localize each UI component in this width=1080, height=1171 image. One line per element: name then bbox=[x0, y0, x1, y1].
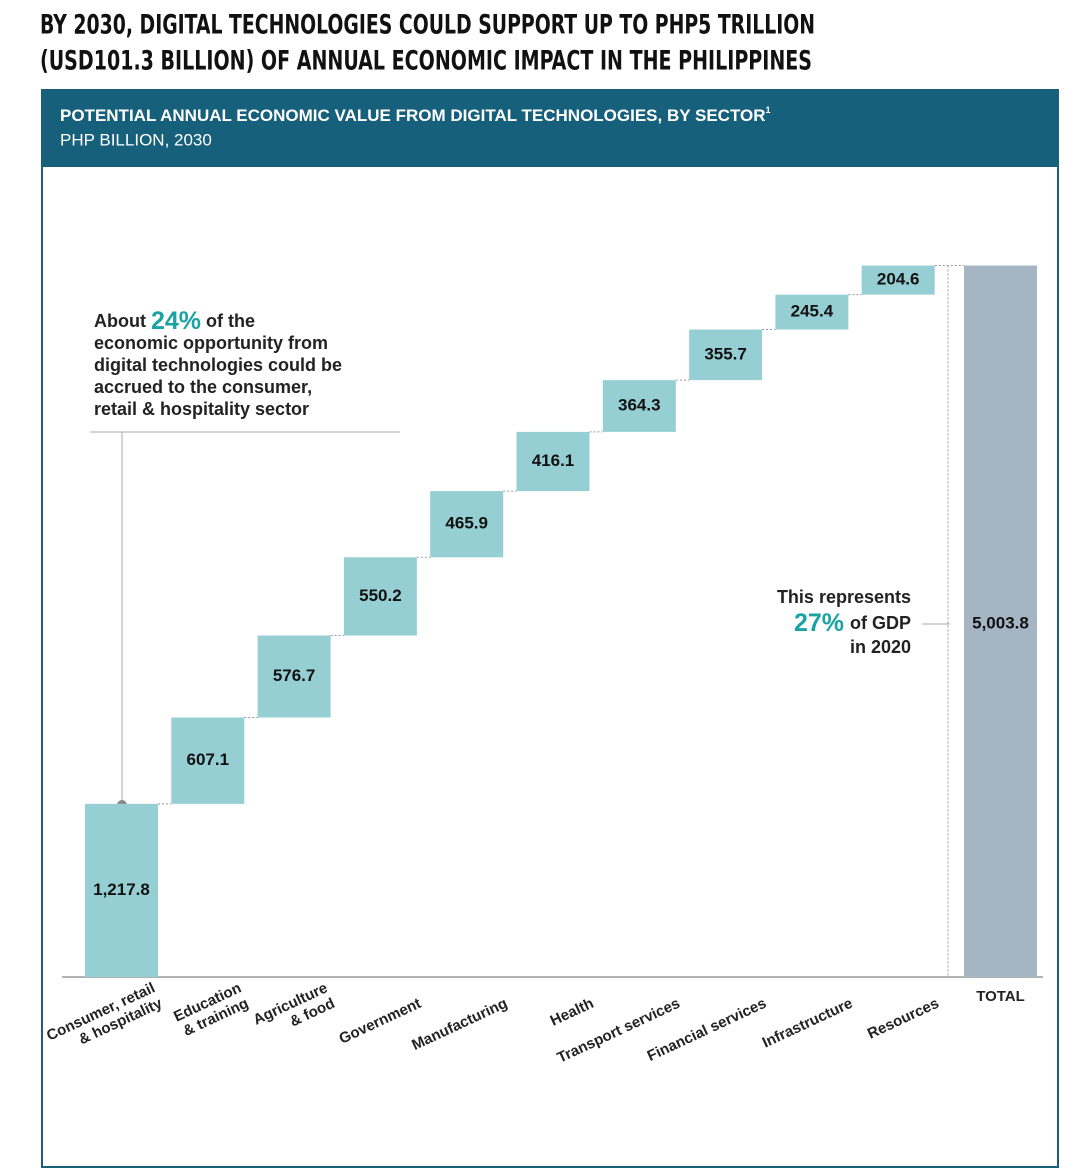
bar bbox=[516, 431, 590, 492]
total-label: TOTAL bbox=[976, 988, 1025, 1005]
value-label: 364.3 bbox=[618, 395, 661, 414]
bar bbox=[775, 294, 849, 330]
chart-title: POTENTIAL ANNUAL ECONOMIC VALUE FROM DIG… bbox=[60, 105, 771, 125]
chart-subtitle: PHP BILLION, 2030 bbox=[60, 130, 212, 149]
x-tick-label: Manufacturing bbox=[409, 995, 510, 1054]
annotation-highlight: 27% bbox=[794, 609, 844, 637]
bar bbox=[171, 717, 245, 804]
x-tick-label: Resources bbox=[865, 995, 942, 1043]
footnote-marker: 1 bbox=[766, 105, 771, 115]
bar bbox=[602, 380, 676, 432]
value-label: 355.7 bbox=[704, 344, 747, 363]
bar bbox=[257, 635, 331, 718]
annotation: retail & hospitality sector bbox=[94, 399, 309, 419]
x-tick-label-line: Resources bbox=[865, 995, 942, 1043]
annotation-text: of the bbox=[206, 311, 255, 331]
total-value-label: 5,003.8 bbox=[972, 613, 1029, 632]
value-label: 204.6 bbox=[877, 270, 920, 289]
annotation-text: of GDP bbox=[850, 613, 911, 633]
value-label: 245.4 bbox=[791, 302, 834, 321]
x-tick-label: Agriculture& food bbox=[251, 979, 338, 1044]
bar bbox=[85, 803, 158, 977]
annotation: This represents bbox=[777, 587, 911, 607]
page-title: (USD101.3 BILLION) OF ANNUAL ECONOMIC IM… bbox=[40, 46, 812, 77]
bar bbox=[430, 491, 504, 558]
x-tick-label: Education& training bbox=[171, 979, 251, 1040]
x-tick-label-line: Manufacturing bbox=[409, 995, 510, 1054]
value-label: 416.1 bbox=[532, 451, 575, 470]
value-label: 550.2 bbox=[359, 586, 402, 605]
x-tick-label-line: Health bbox=[548, 995, 597, 1030]
annotation: About 24% of the bbox=[94, 307, 255, 335]
annotation: digital technologies could be bbox=[94, 355, 342, 375]
page-title: BY 2030, DIGITAL TECHNOLOGIES COULD SUPP… bbox=[40, 10, 815, 41]
annotation: economic opportunity from bbox=[94, 333, 328, 353]
value-label: 607.1 bbox=[187, 750, 230, 769]
annotation: 27% of GDP bbox=[794, 609, 911, 637]
annotation: in 2020 bbox=[850, 637, 911, 657]
annotation: accrued to the consumer, bbox=[94, 377, 312, 397]
x-tick-label: Infrastructure bbox=[760, 995, 856, 1052]
x-tick-label: Consumer, retail& hospitality bbox=[44, 979, 165, 1060]
x-tick-label-line: Infrastructure bbox=[760, 995, 856, 1052]
bar bbox=[861, 265, 935, 295]
value-label: 1,217.8 bbox=[93, 880, 150, 899]
value-label: 576.7 bbox=[273, 666, 316, 685]
chart-title-text: POTENTIAL ANNUAL ECONOMIC VALUE FROM DIG… bbox=[60, 106, 766, 125]
value-label: 465.9 bbox=[445, 514, 488, 533]
annotation-highlight: 24% bbox=[151, 307, 201, 335]
bar bbox=[689, 329, 763, 381]
panel-header bbox=[42, 90, 1058, 167]
annotation-text: About bbox=[94, 311, 146, 331]
x-tick-label: Health bbox=[548, 995, 597, 1030]
total-bar bbox=[964, 265, 1037, 977]
bar bbox=[343, 557, 417, 636]
